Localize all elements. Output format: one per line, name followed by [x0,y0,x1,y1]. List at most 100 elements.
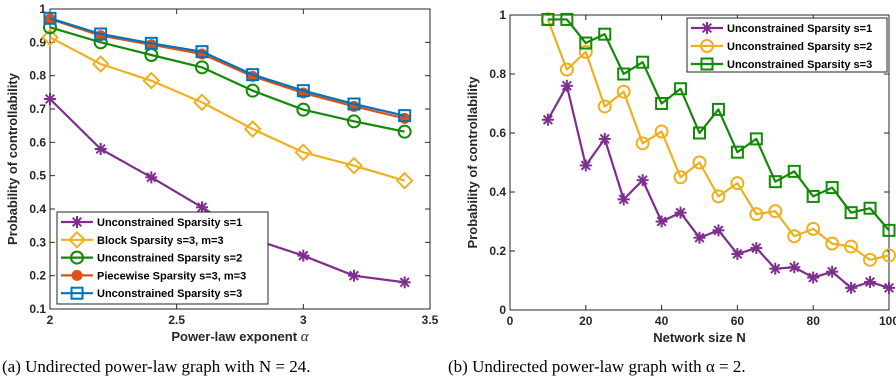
b-xtick-label: 40 [655,314,669,328]
b-data-point [883,281,895,294]
a-series-4 [44,13,411,124]
b-data-point [636,174,649,187]
a-ytick-label: 0.6 [29,135,46,149]
b-data-point [674,82,688,96]
a-legend: Unconstrained Sparsity s=1 Block Sparsity… [56,211,269,305]
a-series-line [49,26,405,133]
b-data-point [559,62,574,77]
b-data-point [807,271,820,284]
b-series-line [547,18,890,232]
a-ytick-label: 0.5 [29,169,46,183]
b-ytick-label: 0.8 [489,67,506,81]
b-data-point [844,239,859,254]
b-data-point [655,215,668,228]
b-data-point [788,261,801,274]
a-xtick-label: 3 [300,313,307,327]
a-data-point [196,201,208,214]
b-data-point [768,204,783,219]
a-legend-marker [70,250,84,265]
b-series-line [546,19,890,261]
a-x-axis-symbol: α [297,329,310,345]
b-data-point [636,55,650,69]
b-data-point [787,229,802,244]
chart-b: 0 20 40 60 80 100 0 0.2 0.4 0.6 0.8 1 Network size N… [465,8,896,345]
a-ytick-label: 0.2 [29,269,46,283]
a-series-3 [43,20,412,139]
a-series-line [49,36,405,182]
a-legend-marker [71,216,83,228]
a-y-axis-label: Probability of controllability [5,72,20,245]
b-data-point [635,136,650,151]
a-data-point [347,114,361,129]
b-data-point [825,236,840,251]
b-data-point [616,84,631,99]
a-data-point [397,124,412,139]
b-data-point [806,189,820,203]
caption-b: (b) Undirected power-law graph with α = … [448,357,746,376]
b-xtick-label: 100 [879,314,896,328]
b-data-point [863,201,877,215]
b-ytick-label: 0.4 [489,185,506,199]
a-data-point [91,55,110,73]
b-ytick-label: 0.2 [489,244,506,258]
b-data-point [712,224,725,237]
a-data-point [41,28,59,47]
b-data-point [597,99,612,114]
b-data-point [617,67,631,81]
a-ytick-label: 0.9 [29,35,46,49]
b-data-point [541,12,555,26]
a-ytick-label: 0.8 [29,69,46,83]
a-data-point [195,60,209,75]
b-data-point [806,221,821,236]
b-data-point [749,132,763,146]
a-legend-marker [68,230,86,249]
b-data-point [730,145,744,159]
b-data-point [844,206,858,220]
a-data-point [145,171,158,184]
b-data-point [769,262,782,275]
a-data-point [395,171,414,190]
b-data-point [541,113,554,126]
a-data-point [296,84,310,98]
a-data-point [294,143,313,162]
b-data-point [654,124,669,139]
b-legend-label: Unconstrained Sparsity s=1 [727,23,872,35]
a-series-line [49,17,405,120]
a-data-point [142,71,161,90]
a-legend-marker [71,269,83,281]
a-series-2 [41,28,414,190]
a-xtick-label: 2.5 [168,313,185,327]
b-data-point [617,193,630,206]
b-ytick-label: 0 [499,303,506,317]
b-data-point [749,207,764,222]
b-data-point [693,126,706,140]
b-data-point [693,231,706,244]
b-ytick-label: 1 [499,8,506,22]
a-data-point [144,36,158,50]
a-legend-label: Unconstrained Sparsity s=2 [97,253,242,265]
a-xtick-label: 2 [47,313,54,327]
b-series-3 [541,12,896,237]
b-y-axis-label: Probability of controllability [465,76,480,249]
a-data-point [296,102,311,117]
b-data-point [598,27,612,41]
b-data-point [673,170,688,185]
a-data-point [243,120,262,138]
b-legend: Unconstrained Sparsity s=1 Unconstrained … [686,17,888,73]
b-data-point [579,159,592,172]
b-legend-label: Unconstrained Sparsity s=3 [727,59,872,71]
b-data-point [711,102,725,116]
a-series-5 [43,11,412,123]
b-x-axis-label: Network size N [653,330,745,345]
a-series-line [49,17,405,117]
a-data-point [43,11,57,25]
b-data-point [787,164,801,178]
a-data-point [44,93,56,105]
b-data-point [864,275,877,288]
a-data-point [246,68,260,82]
a-ytick-label: 1 [39,2,46,16]
b-data-point [825,181,839,195]
a-ytick-label: 0.1 [29,302,46,316]
a-data-point [245,83,260,98]
a-data-point [297,249,310,262]
